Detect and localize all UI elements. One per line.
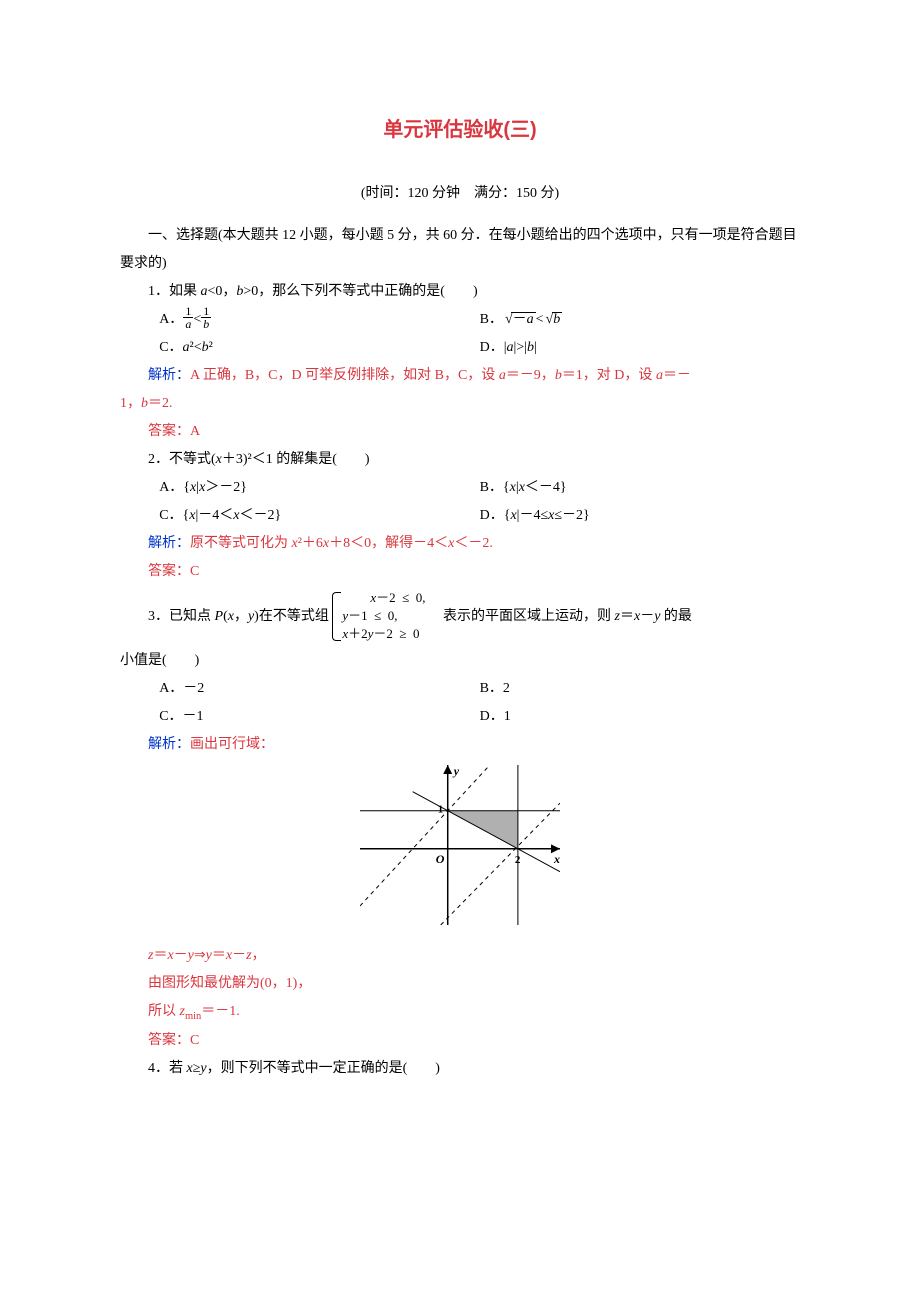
q3-chart: x y O 2 1 <box>120 765 800 936</box>
answer-label: 答案： <box>148 1033 190 1048</box>
q2-analysis-text: 原不等式可化为 x²＋6x＋8＜0，解得－4＜x＜－2. <box>190 536 493 551</box>
doc-subtitle: (时间：120 分钟 满分：150 分) <box>120 180 800 208</box>
svg-text:y: y <box>452 765 460 778</box>
q2-stem: 2．不等式(x＋3)²＜1 的解集是( ) <box>120 446 800 474</box>
q1-opt-c: C．a²<b² <box>159 334 479 362</box>
doc-title: 单元评估验收(三) <box>120 110 800 150</box>
q2-opt-b: B．{x|x＜－4} <box>480 474 800 502</box>
q3-system: x－2 ≤ 0, y－1 ≤ 0, x＋2y－2 ≥ 0 <box>332 590 425 643</box>
feasible-region-svg: x y O 2 1 <box>360 765 560 925</box>
svg-text:1: 1 <box>438 804 444 816</box>
q1-analysis-cont: 1，b＝2. <box>120 390 800 418</box>
zmin-sub: min <box>185 1011 201 1022</box>
q1-analysis-text: A 正确，B，C，D 可举反例排除，如对 B，C，设 a＝－9，b＝1，对 D，… <box>190 368 691 383</box>
q3-answer-value: C <box>190 1033 199 1048</box>
q3-opt-a: A．－2 <box>159 675 479 703</box>
q3-stem-cont: 小值是( ) <box>120 647 800 675</box>
q2-options-row2: C．{x|－4＜x＜－2} D．{x|－4≤x≤－2} <box>120 502 800 530</box>
q3-stem-after-1: 表示的平面区域上运动，则 z＝x－y 的最 <box>429 609 692 624</box>
q1-opt-a: A．1a<1b <box>159 306 479 334</box>
svg-text:x: x <box>553 852 560 866</box>
q3-analysis-2: z＝x－y⇒y＝x－z， <box>120 942 800 970</box>
q1-options-row1: A．1a<1b B．√－a<√b <box>120 306 800 334</box>
q3-analysis-3: 由图形知最优解为(0，1)， <box>120 970 800 998</box>
q3-options-row1: A．－2 B．2 <box>120 675 800 703</box>
q3-sys-row1: x－2 ≤ 0, <box>370 590 425 605</box>
q3-opt-b: B．2 <box>480 675 800 703</box>
q1-opt-b: B．√－a<√b <box>480 306 800 334</box>
q3-analysis-1: 解析：画出可行域： <box>120 731 800 759</box>
svg-text:O: O <box>436 852 445 866</box>
q3-analysis-text-3: 由图形知最优解为(0，1)， <box>148 976 311 991</box>
analysis-label: 解析： <box>148 737 190 752</box>
q2-answer: 答案：C <box>120 558 800 586</box>
q2-opt-a: A．{x|x＞－2} <box>159 474 479 502</box>
q2-options-row1: A．{x|x＞－2} B．{x|x＜－4} <box>120 474 800 502</box>
q2-opt-d: D．{x|－4≤x≤－2} <box>480 502 800 530</box>
q3-options-row2: C．－1 D．1 <box>120 703 800 731</box>
q3-sys-row3: x＋2y－2 ≥ 0 <box>342 626 419 641</box>
q2-analysis: 解析：原不等式可化为 x²＋6x＋8＜0，解得－4＜x＜－2. <box>120 530 800 558</box>
q3-analysis-text-4: 所以 zmin＝－1. <box>148 1004 240 1019</box>
q1-analysis: 解析：A 正确，B，C，D 可举反例排除，如对 B，C，设 a＝－9，b＝1，对… <box>120 362 800 390</box>
answer-label: 答案： <box>148 424 190 439</box>
q3-answer: 答案：C <box>120 1027 800 1055</box>
q3-analysis-text-1: 画出可行域： <box>190 737 274 752</box>
answer-label: 答案： <box>148 564 190 579</box>
svg-text:2: 2 <box>515 854 521 866</box>
q1-answer: 答案：A <box>120 418 800 446</box>
analysis-label: 解析： <box>148 368 190 383</box>
q3-analysis-4: 所以 zmin＝－1. <box>120 998 800 1027</box>
q1-stem-text: 1．如果 a<0，b>0，那么下列不等式中正确的是( ) <box>148 284 478 299</box>
q3-stem: 3．已知点 P(x，y)在不等式组 x－2 ≤ 0, y－1 ≤ 0, x＋2y… <box>120 586 800 647</box>
q3-opt-c: C．－1 <box>159 703 479 731</box>
q1-stem: 1．如果 a<0，b>0，那么下列不等式中正确的是( ) <box>120 278 800 306</box>
q1-answer-value: A <box>190 424 200 439</box>
q3-analysis-text-2: z＝x－y⇒y＝x－z， <box>148 948 266 963</box>
q2-answer-value: C <box>190 564 199 579</box>
q3-opt-d: D．1 <box>480 703 800 731</box>
analysis-label: 解析： <box>148 536 190 551</box>
q1-opt-d: D．|a|>|b| <box>480 334 800 362</box>
q1-analysis-text-2: 1，b＝2. <box>120 396 173 411</box>
q2-opt-c: C．{x|－4＜x＜－2} <box>159 502 479 530</box>
q4-stem: 4．若 x≥y，则下列不等式中一定正确的是( ) <box>120 1055 800 1083</box>
section1-header: 一、选择题(本大题共 12 小题，每小题 5 分，共 60 分．在每小题给出的四… <box>120 222 800 278</box>
q3-stem-before: 3．已知点 P(x，y)在不等式组 <box>148 609 329 624</box>
q3-sys-row2: y－1 ≤ 0, <box>342 608 397 623</box>
q1-options-row2: C．a²<b² D．|a|>|b| <box>120 334 800 362</box>
